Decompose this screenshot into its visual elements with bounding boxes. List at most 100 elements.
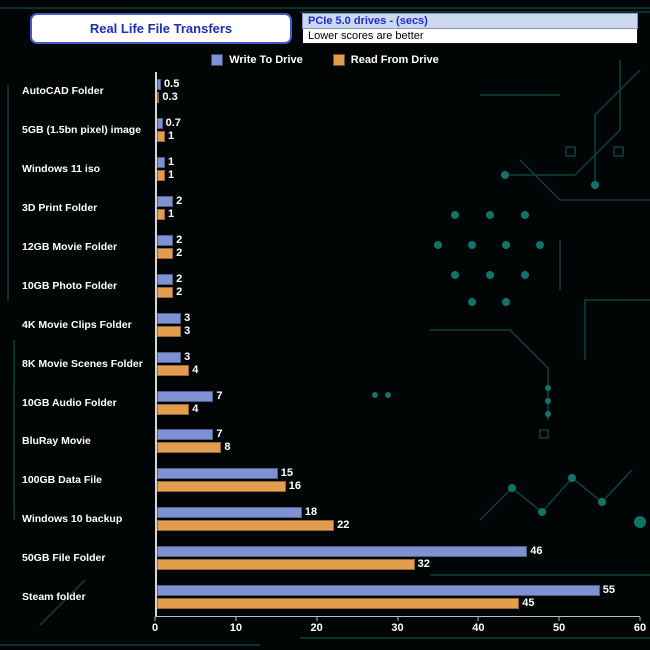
chart-row: 10GB Audio Folder 7 4 <box>22 383 640 422</box>
x-tick-label: 0 <box>151 622 159 635</box>
chart-row: 10GB Photo Folder 2 2 <box>22 266 640 305</box>
bar-value: 4 <box>192 363 199 376</box>
bar-value: 7 <box>216 428 223 441</box>
subtitle-primary: PCIe 5.0 drives - (secs) <box>302 13 638 29</box>
bar-read <box>157 520 335 532</box>
bar-read <box>157 598 520 610</box>
bar-value: 1 <box>168 169 175 182</box>
bar-value: 7 <box>216 389 223 402</box>
x-tick-mark <box>477 617 479 622</box>
bar-read <box>157 248 174 259</box>
bar-write <box>157 546 528 558</box>
bar-write <box>157 390 214 402</box>
legend-item: Write To Drive <box>211 54 303 66</box>
bar-write <box>157 79 162 91</box>
chart-row: 4K Movie Clips Folder 3 3 <box>22 305 640 344</box>
x-tick-mark <box>397 617 398 622</box>
x-tick-label: 40 <box>472 622 485 635</box>
category-label: 50GB File Folder <box>22 552 106 565</box>
x-tick-label: 30 <box>391 622 404 635</box>
bar-value: 8 <box>224 441 231 454</box>
legend-label: Write To Drive <box>229 54 303 66</box>
bar-value: 3 <box>184 311 191 324</box>
bar-value: 15 <box>280 467 293 480</box>
bar-read <box>157 92 160 104</box>
bar-read <box>157 286 174 298</box>
bar-read <box>157 209 166 221</box>
legend: Write To Drive Read From Drive <box>0 52 650 68</box>
bar-write <box>157 312 182 324</box>
bar-read <box>157 442 222 454</box>
bar-value: 45 <box>522 597 535 610</box>
chart-title: Real Life File Transfers <box>30 13 292 44</box>
bar-value: 18 <box>304 506 318 519</box>
chart-row: 8K Movie Scenes Folder 3 4 <box>22 344 640 383</box>
chart-row: Steam folder 55 45 <box>22 578 640 617</box>
category-label: 10GB Audio Folder <box>22 396 117 409</box>
category-label: BluRay Movie <box>22 435 91 448</box>
x-tick-label: 10 <box>229 622 242 635</box>
chart-row: 12GB Movie Folder 2 2 <box>22 228 640 267</box>
bar-write <box>157 468 278 480</box>
x-axis-ticks: 0 10 20 30 40 50 60 <box>151 617 646 637</box>
x-tick-mark <box>316 617 318 622</box>
category-label: 100GB Data File <box>22 474 102 487</box>
bar-write <box>157 507 302 519</box>
bar-value: 1 <box>168 130 175 143</box>
category-label: Windows 10 backup <box>22 513 123 526</box>
bar-write <box>157 273 174 285</box>
header: Real Life File Transfers PCIe 5.0 drives… <box>0 0 650 44</box>
bar-read <box>157 170 166 182</box>
chart-row: Windows 10 backup 18 22 <box>22 500 640 539</box>
bar-write <box>157 429 214 441</box>
bar-read <box>157 364 190 376</box>
bar-value: 2 <box>176 285 183 298</box>
bar-value: 1 <box>168 208 175 221</box>
legend-item: Read From Drive <box>332 54 439 66</box>
bar-value: 0.7 <box>165 117 181 130</box>
chart-row: 5GB (1.5bn pixel) image 0.7 1 <box>22 111 640 150</box>
chart-row: 50GB File Folder 46 32 <box>22 539 640 578</box>
bar-value: 2 <box>176 247 183 259</box>
category-label: 8K Movie Scenes Folder <box>22 357 143 370</box>
bar-write <box>157 118 163 130</box>
category-label: 5GB (1.5bn pixel) image <box>22 124 142 137</box>
bar-write <box>157 196 174 208</box>
chart-rows: AutoCAD Folder 0.5 0.3 5GB (1.5bn pixel) im… <box>22 72 640 618</box>
bar-write <box>157 157 166 169</box>
bar-write <box>157 235 174 246</box>
subtitle-secondary: Lower scores are better <box>302 29 638 44</box>
bar-value: 2 <box>176 195 183 208</box>
category-label: 10GB Photo Folder <box>22 279 118 292</box>
bar-value: 46 <box>530 545 543 558</box>
legend-label: Read From Drive <box>350 54 439 66</box>
bar-read <box>157 481 286 493</box>
bar-read <box>157 325 182 337</box>
category-label: AutoCAD Folder <box>22 85 104 98</box>
chart-row: BluRay Movie 7 8 <box>22 422 640 461</box>
x-tick-label: 20 <box>310 622 323 635</box>
bar-value: 4 <box>192 402 199 415</box>
bar-value: 2 <box>176 234 183 246</box>
x-tick-mark <box>154 617 156 622</box>
category-label: Steam folder <box>22 591 86 604</box>
bar-value: 1 <box>168 156 175 169</box>
bar-value: 32 <box>417 558 430 571</box>
bar-read <box>157 131 166 143</box>
category-label: 3D Print Folder <box>22 202 98 215</box>
x-tick-label: 60 <box>633 622 647 635</box>
bar-value: 3 <box>184 350 191 363</box>
bar-value: 3 <box>184 324 191 337</box>
legend-swatch <box>332 54 345 66</box>
x-tick-label: 50 <box>553 622 566 635</box>
bar-value: 2 <box>176 272 183 285</box>
chart-row: Windows 11 iso 1 1 <box>22 150 640 189</box>
bar-value: 22 <box>337 519 350 532</box>
category-label: Windows 11 iso <box>22 163 101 176</box>
chart-row: 3D Print Folder 2 1 <box>22 189 640 228</box>
category-label: 4K Movie Clips Folder <box>22 318 132 331</box>
chart-row: 100GB Data File 15 16 <box>22 461 640 500</box>
x-tick-mark <box>639 617 641 622</box>
legend-swatch <box>211 54 224 66</box>
